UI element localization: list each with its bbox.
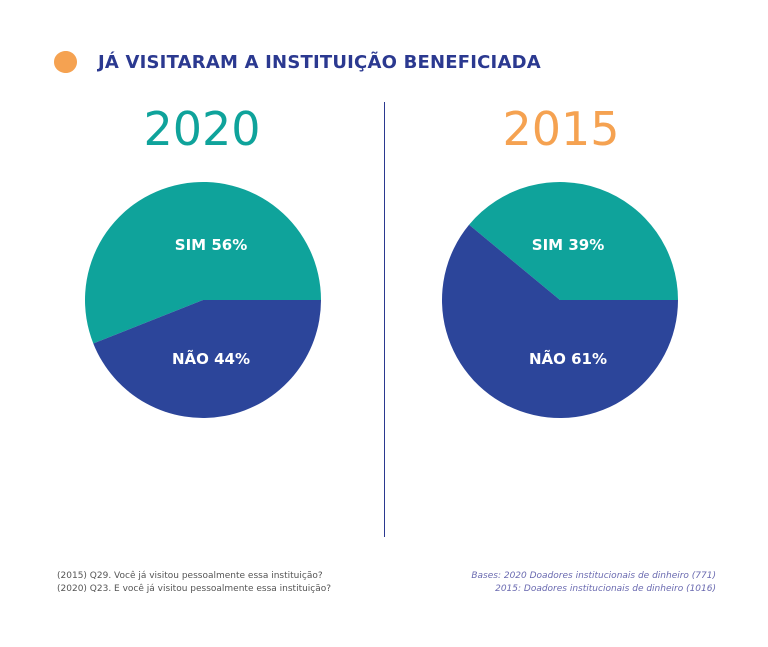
base-2015: 2015: Doadores institucionais de dinheir… (495, 584, 716, 594)
chart-title: JÁ VISITARAM A INSTITUIÇÃO BENEFICIADA (98, 51, 541, 73)
question-2020: (2020) Q23. E você já visitou pessoalmen… (57, 584, 332, 594)
pie-slice-nao (93, 300, 321, 419)
slice-label-sim: SIM 56% (175, 236, 247, 254)
base-footnotes: Bases: 2020 Doadores institucionais de d… (471, 570, 716, 596)
pie-slice-sim (85, 182, 321, 344)
divider-line (384, 102, 385, 537)
slice-label-nao: NÃO 61% (529, 349, 607, 368)
slice-label-sim: SIM 39% (532, 236, 604, 254)
pie-slice-nao (442, 224, 678, 418)
year-2015-title: 2015 (502, 102, 620, 156)
chart-header: JÁ VISITARAM A INSTITUIÇÃO BENEFICIADA (52, 50, 541, 74)
pie-chart-2020: SIM 56% NÃO 44% (85, 182, 321, 419)
drop-bullet-icon (54, 51, 77, 73)
slice-label-nao: NÃO 44% (172, 349, 250, 368)
pie-chart-2015: SIM 39% NÃO 61% (442, 182, 678, 418)
question-footnotes: (2015) Q29. Você já visitou pessoalmente… (57, 570, 331, 596)
year-2020-title: 2020 (143, 102, 261, 156)
base-2020: Bases: 2020 Doadores institucionais de d… (471, 571, 716, 581)
pie-slice-sim (469, 182, 678, 300)
question-2015: (2015) Q29. Você já visitou pessoalmente… (57, 571, 323, 581)
